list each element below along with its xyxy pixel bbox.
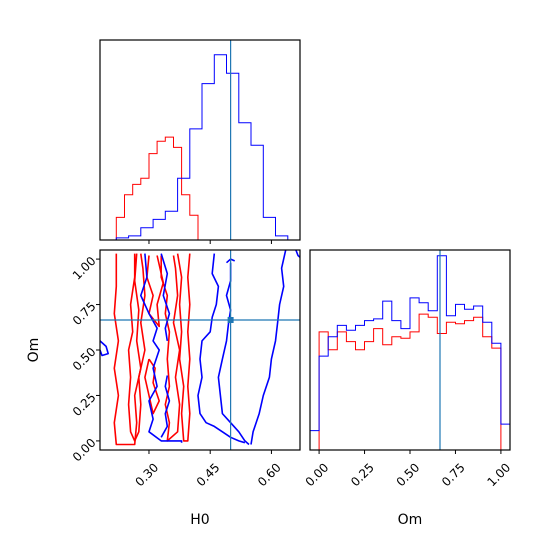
- contour-red-0: [113, 253, 142, 446]
- contour-red-3: [160, 255, 181, 442]
- contour-red-4: [176, 253, 191, 442]
- contour-y-tick-label: 0.25: [70, 390, 99, 419]
- contour-blue-7: [140, 253, 183, 443]
- om-histogram-x-tick-label: 0.75: [439, 460, 468, 489]
- h0-histogram-red-series: [115, 136, 199, 240]
- om-histogram-x-tick-label: 0.00: [303, 460, 332, 489]
- om-histogram-x-tick-label: 1.00: [484, 460, 513, 489]
- om-histogram-red-series: [318, 313, 502, 450]
- h0-histogram-panel: [99, 39, 301, 244]
- contour-blue-10: [197, 253, 246, 444]
- contour-y-tick-label: 0.75: [70, 299, 99, 328]
- contour-blue-13: [250, 250, 287, 445]
- truth-marker: [227, 317, 234, 323]
- x-axis-label-h0: H0: [190, 512, 209, 528]
- contour-y-tick-label: 1.00: [70, 254, 99, 283]
- contour-blue-14: [295, 250, 300, 258]
- contour-blue-11: [217, 262, 250, 446]
- x-axis-label-om: Om: [398, 512, 423, 528]
- om-histogram-x-tick-label: 0.25: [348, 460, 377, 489]
- contour-x-tick-label: 0.45: [194, 460, 223, 489]
- contour-x-tick-label: 0.30: [133, 460, 162, 489]
- contour-y-tick-label: 0.00: [70, 436, 99, 465]
- contour-x-tick-label: 0.60: [255, 460, 284, 489]
- contour-lines: [100, 250, 300, 446]
- contour-red-5: [144, 358, 160, 415]
- contour-red-1: [127, 253, 146, 442]
- contour-blue-9: [160, 375, 171, 438]
- om-histogram-panel: 0.00 0.25 0.50 0.75 1.00: [303, 249, 513, 489]
- om-histogram-x-tick-label: 0.50: [394, 460, 423, 489]
- contour-blue-8: [160, 253, 171, 342]
- h0-histogram-blue-series: [115, 54, 289, 240]
- contour-blue-6: [100, 340, 109, 357]
- h0-histogram-frame: [99, 39, 301, 241]
- y-axis-label-om: Om: [26, 338, 42, 363]
- h0-om-contour-panel: 0.30 0.45 0.60 0.00 0.25 0.50 0.75 1.00: [70, 249, 301, 489]
- om-histogram-frame: [309, 249, 511, 451]
- contour-y-tick-label: 0.50: [70, 345, 99, 374]
- om-histogram-blue-series: [309, 255, 511, 450]
